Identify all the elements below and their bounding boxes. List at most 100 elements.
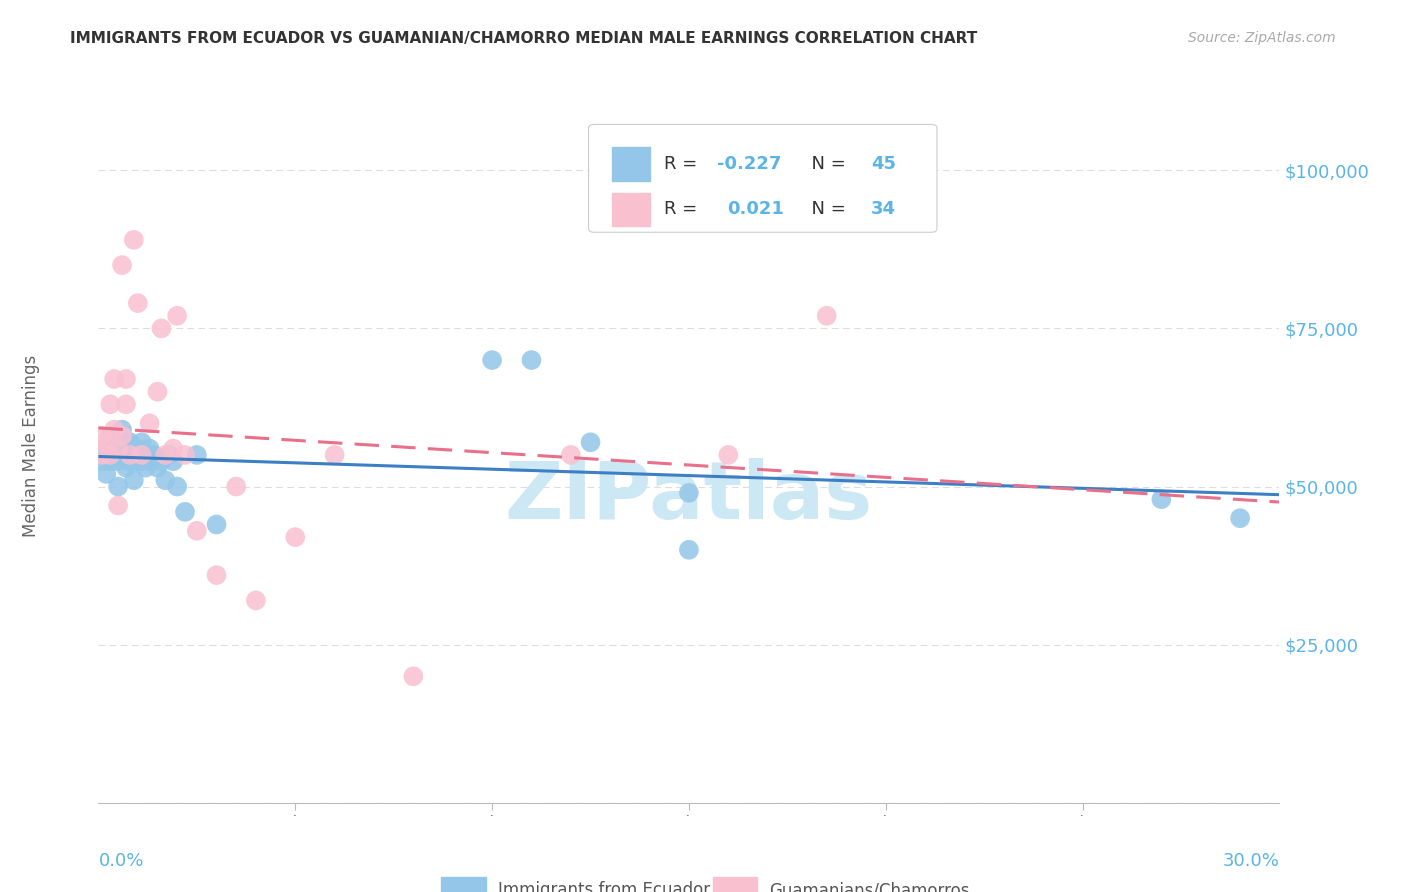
Point: [107, 454, 129, 468]
Point: [146, 460, 169, 475]
Point: [162, 454, 184, 468]
Point: [115, 397, 138, 411]
Point: [1229, 511, 1251, 525]
Point: [122, 448, 145, 462]
Point: [103, 423, 125, 437]
Point: [122, 233, 145, 247]
Point: [815, 309, 838, 323]
Point: [98, 454, 121, 468]
Text: Guamanians/Chamorros: Guamanians/Chamorros: [769, 881, 970, 892]
Point: [150, 321, 173, 335]
Point: [579, 435, 602, 450]
Point: [717, 448, 740, 462]
Point: [115, 435, 138, 450]
Point: [118, 435, 141, 450]
Text: R =: R =: [664, 155, 703, 173]
Text: IMMIGRANTS FROM ECUADOR VS GUAMANIAN/CHAMORRO MEDIAN MALE EARNINGS CORRELATION C: IMMIGRANTS FROM ECUADOR VS GUAMANIAN/CHA…: [70, 31, 977, 46]
Point: [127, 296, 149, 310]
Point: [103, 435, 125, 450]
Point: [150, 454, 173, 468]
Text: 0.0%: 0.0%: [98, 852, 143, 870]
Point: [131, 454, 153, 468]
Point: [135, 460, 157, 475]
Bar: [713, 877, 758, 892]
Text: N =: N =: [800, 201, 852, 219]
Point: [162, 442, 184, 456]
Point: [131, 448, 153, 462]
Point: [205, 517, 228, 532]
Bar: [612, 193, 650, 226]
Point: [138, 454, 160, 468]
Text: 30.0%: 30.0%: [1223, 852, 1279, 870]
Text: Immigrants from Ecuador: Immigrants from Ecuador: [498, 881, 710, 892]
Point: [107, 442, 129, 456]
Point: [91, 429, 114, 443]
Point: [96, 442, 118, 456]
Point: [174, 448, 197, 462]
Point: [135, 448, 157, 462]
Point: [205, 568, 228, 582]
Point: [245, 593, 267, 607]
Point: [122, 473, 145, 487]
Point: [146, 384, 169, 399]
Point: [186, 524, 208, 538]
Point: [155, 448, 177, 462]
Point: [91, 448, 114, 462]
Point: [131, 435, 153, 450]
Point: [225, 479, 247, 493]
Point: [166, 309, 188, 323]
Point: [118, 454, 141, 468]
Point: [96, 467, 118, 481]
Point: [402, 669, 425, 683]
Point: [1150, 492, 1173, 507]
Point: [111, 258, 134, 272]
Point: [98, 448, 121, 462]
Point: [91, 454, 114, 468]
Point: [96, 435, 118, 450]
Point: [323, 448, 346, 462]
Point: [98, 429, 121, 443]
Text: 45: 45: [870, 155, 896, 173]
Point: [560, 448, 582, 462]
Point: [111, 423, 134, 437]
Point: [678, 542, 700, 557]
Point: [174, 505, 197, 519]
Point: [107, 499, 129, 513]
Point: [115, 372, 138, 386]
Point: [520, 353, 543, 368]
Point: [103, 372, 125, 386]
Point: [107, 479, 129, 493]
Point: [138, 442, 160, 456]
Point: [111, 429, 134, 443]
Point: [127, 454, 149, 468]
Point: [127, 442, 149, 456]
Text: 34: 34: [870, 201, 896, 219]
Point: [115, 460, 138, 475]
Text: 0.021: 0.021: [727, 201, 783, 219]
Point: [155, 473, 177, 487]
Point: [98, 397, 121, 411]
Point: [186, 448, 208, 462]
Point: [111, 448, 134, 462]
Text: -0.227: -0.227: [717, 155, 782, 173]
Text: Median Male Earnings: Median Male Earnings: [22, 355, 39, 537]
Point: [138, 417, 160, 431]
Point: [98, 448, 121, 462]
Point: [103, 448, 125, 462]
Text: Source: ZipAtlas.com: Source: ZipAtlas.com: [1188, 31, 1336, 45]
Text: ZIPatlas: ZIPatlas: [505, 458, 873, 536]
Point: [142, 448, 165, 462]
Point: [678, 486, 700, 500]
Point: [118, 448, 141, 462]
Point: [157, 448, 180, 462]
Text: R =: R =: [664, 201, 703, 219]
Point: [284, 530, 307, 544]
Bar: [612, 147, 650, 181]
Point: [115, 448, 138, 462]
Point: [166, 479, 188, 493]
Bar: [441, 877, 486, 892]
Text: N =: N =: [800, 155, 852, 173]
Point: [481, 353, 503, 368]
FancyBboxPatch shape: [589, 124, 936, 232]
Point: [107, 442, 129, 456]
